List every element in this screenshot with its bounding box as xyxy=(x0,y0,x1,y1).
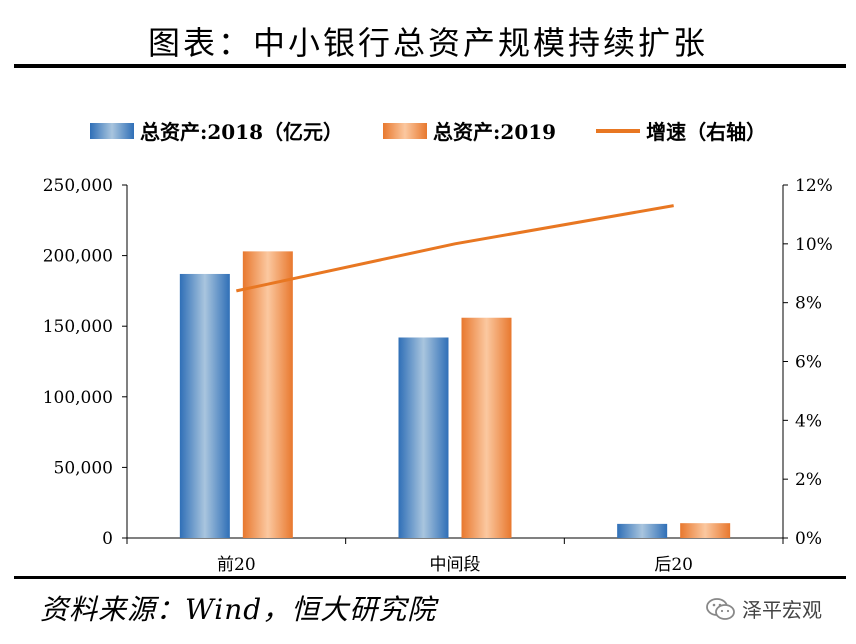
bar xyxy=(242,251,293,538)
source-note: 资料来源：Wind，恒大研究院 xyxy=(40,593,437,626)
y-right-tick-label: 4% xyxy=(795,411,822,431)
bar xyxy=(179,273,230,538)
bar xyxy=(680,523,731,538)
chart-legend: 总资产:2018（亿元） 总资产:2019 增速（右轴） xyxy=(90,116,806,145)
y-right-tick-label: 12% xyxy=(795,176,833,196)
legend-item-2018: 总资产:2018（亿元） xyxy=(90,116,343,145)
legend-label-growth: 增速（右轴） xyxy=(646,120,767,144)
y-left-tick-label: 250,000 xyxy=(43,176,113,196)
bar xyxy=(461,317,512,538)
wechat-icon xyxy=(706,597,736,621)
y-right-tick-label: 0% xyxy=(795,529,822,549)
y-left-tick-label: 150,000 xyxy=(43,317,113,337)
footer-divider xyxy=(14,576,846,579)
legend-item-2019: 总资产:2019 xyxy=(383,116,556,145)
y-right-tick-label: 6% xyxy=(795,353,822,373)
chart-plot: 0 50,000 100,000 150,000 200,000 250,000 0% 2% 4… xyxy=(43,176,833,575)
y-right-tick-label: 8% xyxy=(795,294,822,314)
legend-swatch-2019 xyxy=(383,122,428,139)
legend-swatch-2018 xyxy=(90,122,134,139)
y-right-tick-label: 2% xyxy=(795,470,822,490)
bar xyxy=(398,337,449,538)
y-left-tick-label: 0 xyxy=(102,529,113,549)
legend-label-2019: 总资产:2019 xyxy=(433,120,557,144)
legend-item-growth: 增速（右轴） xyxy=(596,116,766,145)
y-right-tick-label: 10% xyxy=(795,235,833,255)
watermark: 泽平宏观 xyxy=(706,594,822,623)
legend-label-2018: 总资产:2018（亿元） xyxy=(140,120,344,144)
title-divider xyxy=(14,64,846,68)
x-tick-label: 前20 xyxy=(217,555,256,575)
bar xyxy=(617,523,668,538)
chart-title: 图表：中小银行总资产规模持续扩张 xyxy=(147,24,708,62)
y-left-tick-label: 200,000 xyxy=(43,247,113,267)
x-tick-label: 中间段 xyxy=(430,555,481,575)
legend-swatch-growth xyxy=(596,128,641,133)
x-tick-label: 后20 xyxy=(654,555,693,575)
y-left-tick-label: 100,000 xyxy=(43,388,113,408)
watermark-text: 泽平宏观 xyxy=(742,598,822,622)
growth-line xyxy=(236,204,674,293)
y-left-tick-label: 50,000 xyxy=(54,458,113,478)
